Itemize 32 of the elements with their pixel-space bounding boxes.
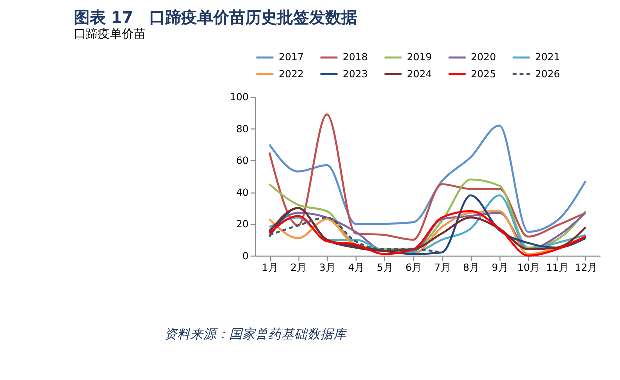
x-tick-label: 5月 xyxy=(377,263,394,274)
x-tick-label: 8月 xyxy=(463,263,480,274)
legend-label: 2019 xyxy=(407,52,432,64)
text: 资料来源：国家兽药基础数据库 xyxy=(164,328,349,343)
y-tick-label: 40 xyxy=(236,188,249,199)
legend-label: 2026 xyxy=(535,69,560,80)
y-tick-label: 20 xyxy=(236,220,249,231)
x-tick-label: 3月 xyxy=(320,263,336,274)
line-series xyxy=(268,178,587,250)
x-tick-label: 12月 xyxy=(575,263,598,274)
legend-label: 2018 xyxy=(343,52,368,64)
chart-title: 图表 17 口蹄疫单价苗历史批签发数据 xyxy=(74,8,358,28)
legend-label: 2023 xyxy=(343,69,368,80)
text: 口蹄疫单价苗 xyxy=(74,27,146,42)
x-tick-label: 6月 xyxy=(406,263,422,274)
x-tick-label: 1月 xyxy=(262,263,278,274)
y-tick-label: 0 xyxy=(242,251,249,262)
x-tick-label: 10月 xyxy=(518,263,540,274)
x-tick-label: 7月 xyxy=(434,263,451,274)
legend-label: 2020 xyxy=(471,52,496,64)
legend-label: 2022 xyxy=(278,69,304,80)
x-tick-label: 11月 xyxy=(546,263,569,274)
legend-label: 2025 xyxy=(471,69,496,80)
x-tick-label: 9月 xyxy=(492,263,508,274)
legend-label: 2024 xyxy=(407,69,432,80)
x-tick-label: 2月 xyxy=(290,263,308,274)
x-tick-label: 4月 xyxy=(348,263,365,274)
y-tick-label: 100 xyxy=(230,92,249,104)
y-tick-label: 60 xyxy=(236,156,249,168)
y-tick-label: 80 xyxy=(236,124,249,136)
legend-label: 2021 xyxy=(535,52,560,64)
legend-label: 2017 xyxy=(278,52,304,64)
